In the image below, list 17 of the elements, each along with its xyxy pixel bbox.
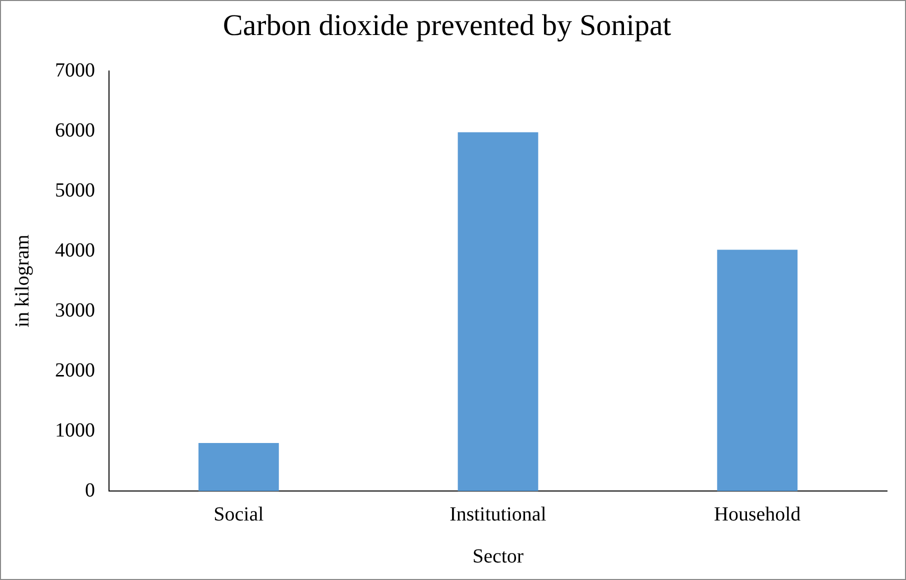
y-tick-label: 2000 <box>55 359 95 382</box>
y-tick-label: 3000 <box>55 299 95 322</box>
bar <box>198 443 279 491</box>
y-tick-label: 5000 <box>55 179 95 202</box>
chart-title: Carbon dioxide prevented by Sonipat <box>222 8 672 42</box>
y-tick-label: 4000 <box>55 239 95 262</box>
y-tick-label: 1000 <box>55 419 95 442</box>
x-axis-title: Sector <box>472 545 524 568</box>
y-tick-label: 6000 <box>55 119 95 142</box>
y-tick-label: 7000 <box>55 59 95 82</box>
x-tick-label: Social <box>214 503 264 526</box>
x-tick-label: Institutional <box>450 503 547 526</box>
x-tick-label: Household <box>714 503 801 526</box>
y-axis-title: in kilogram <box>11 234 34 328</box>
bar <box>717 250 798 491</box>
y-tick-label: 0 <box>85 479 95 502</box>
bar <box>458 132 538 491</box>
